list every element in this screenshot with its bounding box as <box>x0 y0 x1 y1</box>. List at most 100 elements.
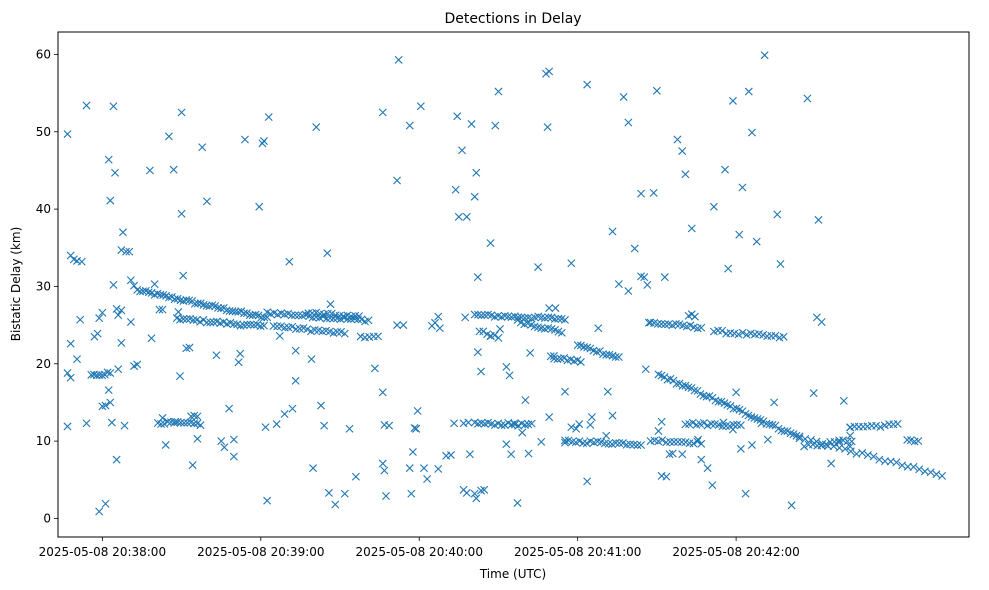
data-point <box>583 477 592 486</box>
data-point <box>747 413 756 422</box>
data-point <box>202 197 211 206</box>
data-point <box>518 428 527 437</box>
data-point <box>294 311 303 320</box>
data-point <box>619 92 628 101</box>
data-point <box>732 388 741 397</box>
data-point <box>708 481 717 490</box>
data-point <box>728 425 737 434</box>
data-point <box>734 330 743 339</box>
data-point <box>938 471 947 480</box>
data-point <box>133 360 142 369</box>
data-point <box>312 123 321 132</box>
data-point <box>214 303 223 312</box>
data-point <box>117 306 126 315</box>
data-point <box>172 314 181 323</box>
data-point <box>728 96 737 105</box>
data-point <box>193 299 202 308</box>
data-point <box>622 440 631 449</box>
data-point <box>477 486 486 495</box>
data-point <box>502 362 511 371</box>
y-tick-label: 0 <box>43 511 51 525</box>
y-axis-label: Bistatic Delay (km) <box>9 227 23 342</box>
data-point <box>502 440 511 449</box>
data-point <box>450 419 459 428</box>
data-point <box>171 417 180 426</box>
data-point <box>580 343 588 352</box>
data-point <box>193 434 202 443</box>
data-point <box>858 448 867 457</box>
data-point <box>66 339 75 348</box>
data-point <box>364 316 373 325</box>
data-point <box>291 376 300 385</box>
data-point <box>236 349 245 358</box>
data-point <box>579 439 588 448</box>
data-point <box>93 329 102 338</box>
data-point <box>699 418 708 427</box>
data-point <box>614 353 623 362</box>
data-point <box>340 489 349 498</box>
data-point <box>106 196 115 205</box>
data-point <box>660 273 669 282</box>
data-point <box>615 439 624 448</box>
data-point <box>393 176 402 185</box>
data-point <box>188 461 197 470</box>
data-point <box>760 51 769 60</box>
data-point <box>722 422 731 430</box>
data-point <box>240 135 249 144</box>
data-point <box>835 436 844 445</box>
data-point <box>206 318 215 327</box>
data-point <box>434 464 443 473</box>
data-point <box>673 135 682 144</box>
data-point <box>747 128 756 137</box>
data-point <box>703 464 712 473</box>
data-point <box>117 246 126 255</box>
data-point <box>407 489 416 498</box>
data-point <box>147 334 156 343</box>
data-point <box>208 301 217 310</box>
data-point <box>846 431 855 440</box>
data-point <box>709 202 718 211</box>
data-point <box>926 468 935 477</box>
data-point <box>275 331 284 340</box>
data-point <box>637 441 646 450</box>
data-point <box>331 500 340 509</box>
data-point <box>550 354 559 363</box>
data-point <box>82 101 91 110</box>
data-point <box>614 280 623 289</box>
data-point <box>582 439 591 448</box>
data-point <box>611 438 620 447</box>
data-point <box>567 423 576 432</box>
data-point <box>378 388 387 397</box>
data-point <box>470 192 479 201</box>
data-point <box>554 314 563 323</box>
data-point <box>477 419 486 428</box>
data-point <box>697 439 706 448</box>
data-point <box>795 432 804 441</box>
data-point <box>817 318 826 326</box>
data-point <box>193 412 202 421</box>
data-point <box>225 404 234 413</box>
data-point <box>459 419 468 428</box>
data-point <box>451 185 460 194</box>
data-point <box>381 492 390 501</box>
x-tick-label: 2025-05-08 20:39:00 <box>197 545 324 559</box>
data-point <box>892 458 901 467</box>
data-point <box>101 499 110 508</box>
x-axis-label: Time (UTC) <box>479 567 546 581</box>
data-point <box>752 237 761 246</box>
data-point <box>557 328 566 337</box>
data-point <box>771 331 780 340</box>
data-point <box>220 443 229 452</box>
data-point <box>770 398 779 407</box>
data-point <box>544 313 553 322</box>
data-point <box>453 112 462 121</box>
data-point <box>681 170 690 179</box>
data-point <box>841 444 850 453</box>
data-point <box>370 364 379 373</box>
data-point <box>309 464 318 473</box>
data-point <box>608 411 617 420</box>
data-point <box>251 310 260 319</box>
data-point <box>480 485 489 494</box>
data-point <box>374 332 383 341</box>
